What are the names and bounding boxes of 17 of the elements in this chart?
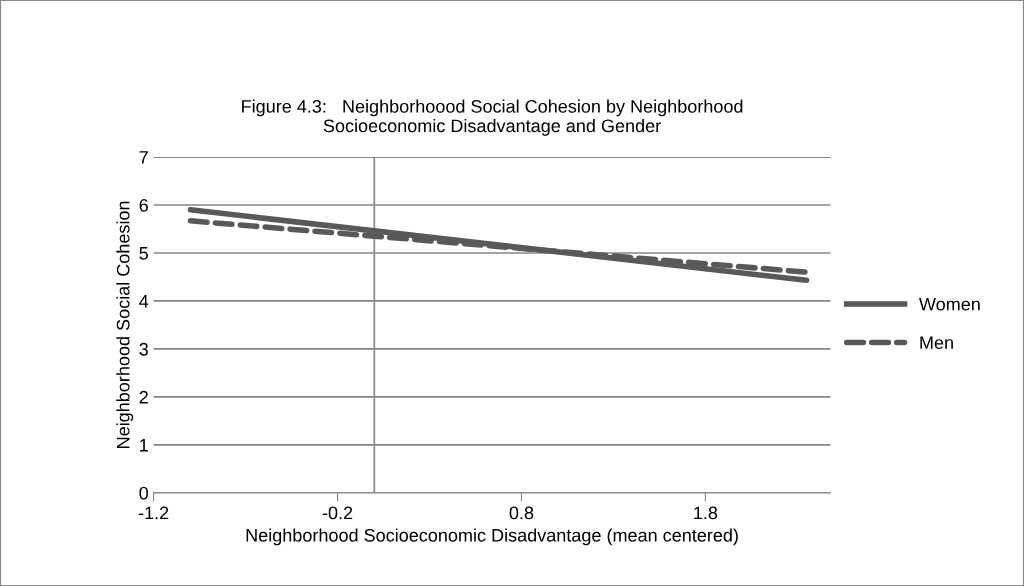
x-tick-label: -0.2 bbox=[322, 506, 353, 520]
y-tick-label: 4 bbox=[139, 295, 149, 308]
chart-title: Figure 4.3: Neighborhoood Social Cohesion by Neighborhood Socioeconomic Disadvantage and Gender bbox=[242, 99, 743, 136]
y-tick-label: 0 bbox=[139, 486, 149, 500]
x-axis-title: Neighborhood Socioeconomic Disadvantage (mean centered) bbox=[246, 528, 738, 546]
y-tick-label: 6 bbox=[139, 198, 148, 212]
legend-label: Women bbox=[919, 297, 980, 311]
x-tick-label: -1.2 bbox=[138, 506, 169, 520]
y-tick-label: 1 bbox=[140, 438, 148, 452]
y-tick-label: 3 bbox=[139, 342, 148, 356]
y-tick-label: 2 bbox=[139, 390, 148, 404]
y-tick-label: 7 bbox=[139, 151, 148, 164]
x-tick-label: 0.8 bbox=[509, 506, 534, 520]
y-axis-title: Neighborhood Social Cohesion bbox=[116, 201, 134, 448]
legend-label: Men bbox=[920, 336, 953, 350]
y-tick-label: 5 bbox=[139, 247, 148, 260]
x-tick-label: 1.8 bbox=[694, 506, 718, 520]
